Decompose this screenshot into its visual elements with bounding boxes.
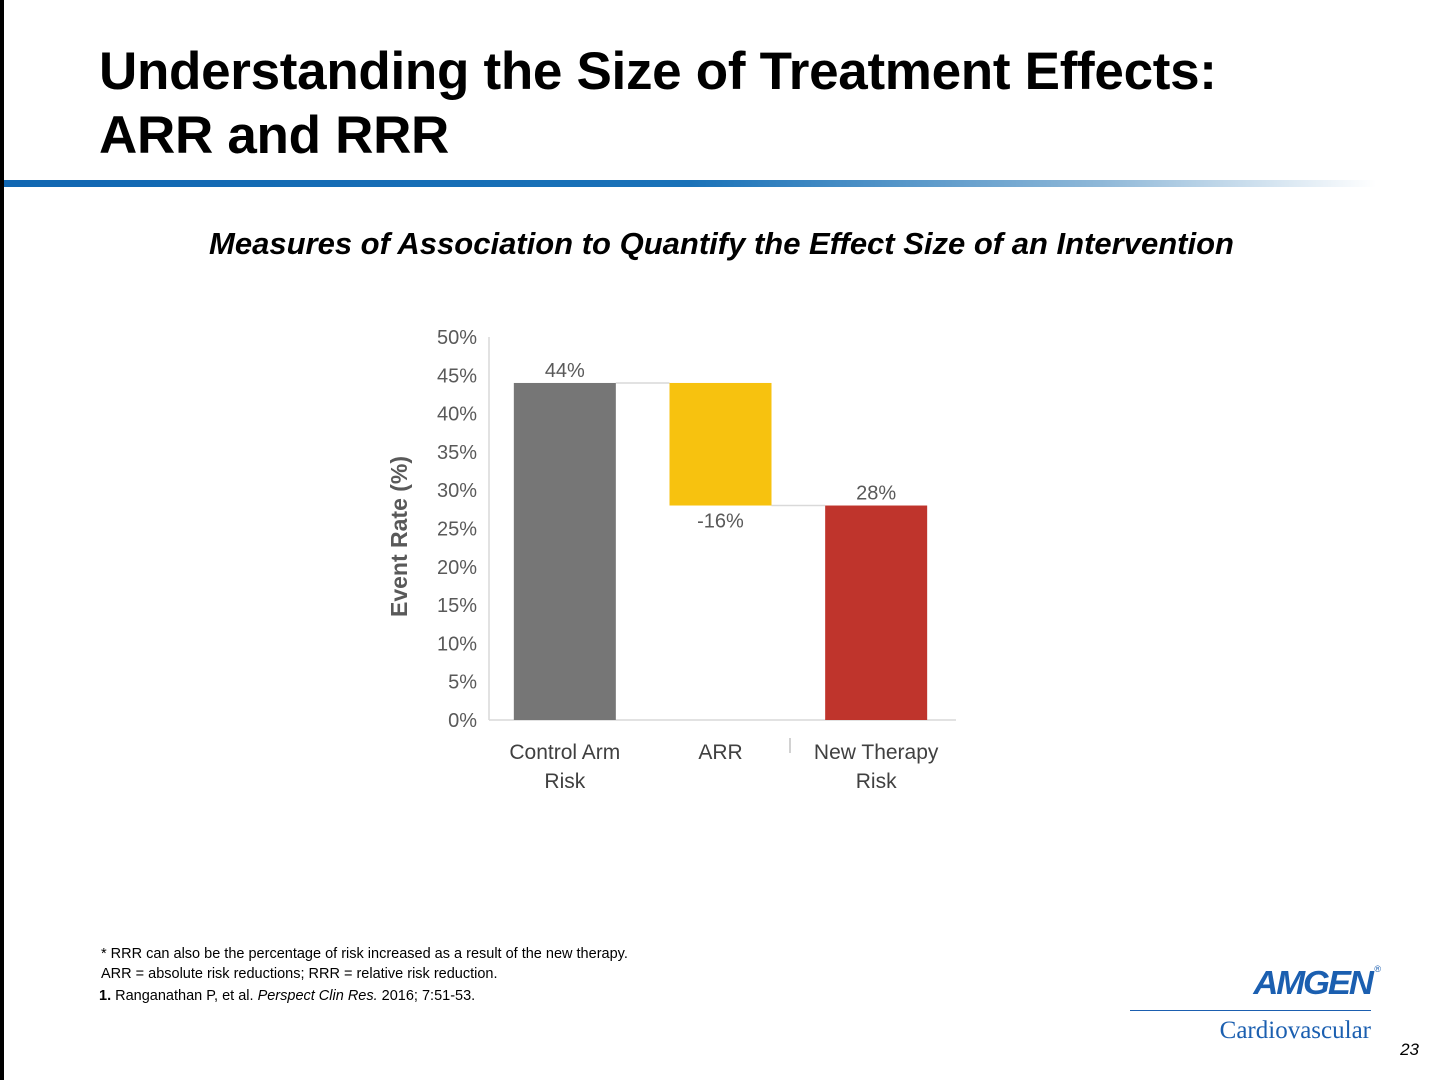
y-axis-label: Event Rate (%) [386, 456, 412, 617]
y-tick-label: 5% [448, 672, 477, 694]
logo-registered-mark: ® [1374, 964, 1381, 974]
bar-1 [513, 382, 616, 720]
y-tick-label: 35% [437, 442, 477, 464]
y-tick-label: 50% [437, 327, 477, 349]
footnotes: * RRR can also be the percentage of risk… [101, 944, 628, 984]
bar-2 [669, 382, 772, 506]
y-tick-label: 15% [437, 595, 477, 617]
x-category-label-line-2: Risk [856, 770, 897, 793]
logo-divider [1130, 1010, 1371, 1011]
y-tick-label: 10% [437, 633, 477, 655]
footnote-rrr: * RRR can also be the percentage of risk… [101, 946, 628, 962]
y-tick-label: 25% [437, 519, 477, 541]
x-category-label: Control Arm [509, 741, 620, 764]
slide-left-edge [0, 0, 4, 1080]
amgen-cardiovascular-logo: AMGEN ® Cardiovascular [1130, 962, 1381, 1052]
title-divider-rule [4, 180, 1376, 187]
page-number: 23 [1400, 1040, 1419, 1059]
slide-subtitle: Measures of Association to Quantify the … [209, 226, 1234, 261]
logo-division: Cardiovascular [1219, 1017, 1371, 1044]
reference-journal: Perspect Clin Res. [257, 988, 378, 1004]
bar-data-label: 44% [545, 360, 585, 382]
slide-title-line-2: ARR and RRR [99, 106, 450, 165]
reference-details: 2016; 7:51-53. [381, 988, 476, 1004]
slide-title-line-1: Understanding the Size of Treatment Effe… [99, 42, 1217, 101]
y-tick-label: 0% [448, 710, 477, 732]
x-category-label: New Therapy [814, 741, 939, 764]
y-tick-label: 40% [437, 404, 477, 426]
bar-3 [825, 505, 928, 720]
x-category-label-line-2: Risk [544, 770, 585, 793]
waterfall-chart: Event Rate (%) 0% 5% 10% 15% 20% 25% 30% 35% 40% 4… [386, 327, 956, 793]
y-tick-label: 20% [437, 557, 477, 579]
footnote-abbreviations: ARR = absolute risk reductions; RRR = re… [101, 966, 498, 982]
x-category-label: ARR [698, 741, 742, 764]
slide-title: Understanding the Size of Treatment Effe… [99, 40, 1217, 168]
reference: 1. Ranganathan P, et al. Perspect Clin R… [99, 988, 475, 1004]
logo-brand: AMGEN [1253, 964, 1375, 1001]
reference-authors: Ranganathan P, et al. [115, 988, 254, 1004]
y-tick-label: 45% [437, 365, 477, 387]
reference-number: 1. [99, 988, 112, 1004]
bar-data-label: 28% [856, 483, 896, 505]
y-tick-label: 30% [437, 480, 477, 502]
bar-data-label: -16% [697, 511, 744, 533]
